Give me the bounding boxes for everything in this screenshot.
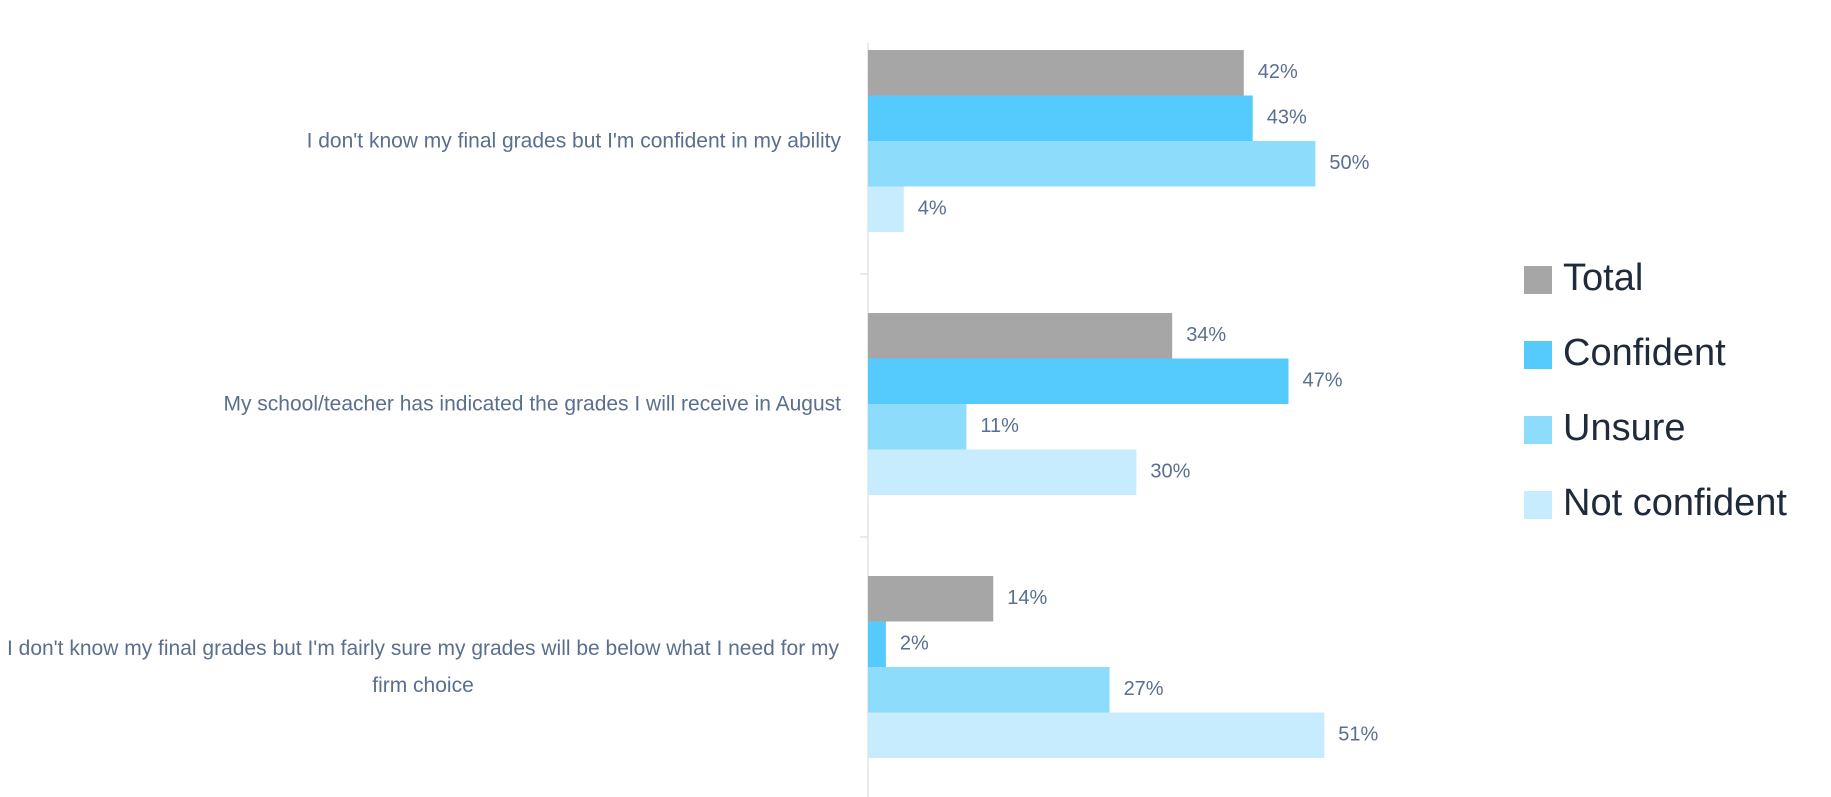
legend-swatch — [1524, 266, 1552, 294]
bar — [868, 358, 1289, 404]
bar — [868, 449, 1137, 495]
value-label: 14% — [1007, 587, 1047, 609]
legend-swatch — [1524, 341, 1552, 369]
bar — [868, 404, 967, 450]
category-label: My school/teacher has indicated the grad… — [0, 386, 841, 423]
legend-label: Unsure — [1563, 407, 1686, 449]
bar — [868, 50, 1244, 96]
bar — [868, 621, 886, 667]
value-label: 27% — [1124, 678, 1164, 700]
bar — [868, 186, 904, 232]
legend-swatch — [1524, 491, 1552, 519]
value-label: 2% — [900, 633, 929, 655]
legend-swatch — [1524, 416, 1552, 444]
bar — [868, 313, 1173, 359]
value-label: 30% — [1150, 461, 1190, 483]
category-text: I don't know my final grades but I'm con… — [306, 129, 841, 153]
bar — [868, 576, 994, 622]
bar — [868, 712, 1325, 758]
category-text: I don't know my final grades but I'm fai… — [6, 637, 840, 697]
legend-label: Total — [1563, 257, 1643, 299]
legend-label: Not confident — [1563, 482, 1787, 524]
bar — [868, 141, 1316, 187]
value-label: 34% — [1186, 324, 1226, 346]
value-label: 42% — [1258, 61, 1298, 83]
bar — [868, 667, 1110, 713]
value-label: 51% — [1338, 724, 1378, 746]
value-label: 43% — [1267, 107, 1307, 129]
bar — [868, 95, 1253, 141]
category-label: I don't know my final grades but I'm con… — [0, 123, 841, 160]
value-label: 11% — [980, 415, 1019, 437]
category-label: I don't know my final grades but I'm fai… — [0, 630, 841, 704]
value-label: 50% — [1329, 152, 1369, 174]
category-text: My school/teacher has indicated the grad… — [223, 392, 841, 416]
value-label: 47% — [1303, 370, 1343, 392]
legend-label: Confident — [1563, 332, 1726, 374]
value-label: 4% — [918, 198, 947, 220]
